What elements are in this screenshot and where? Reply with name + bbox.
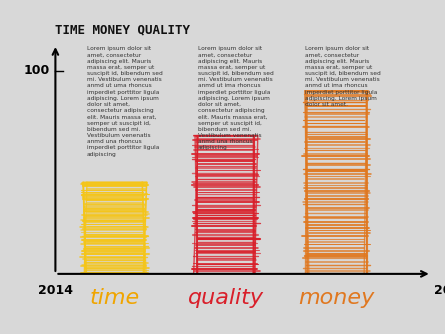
Text: Lorem ipsum dolor sit
amet, consectetur
adipiscing elit. Mauris
massa erat, semp: Lorem ipsum dolor sit amet, consectetur … <box>305 46 380 107</box>
Text: quality: quality <box>188 288 264 308</box>
Text: Lorem ipsum dolor sit
amet, consectetur
adipiscing elit. Mauris
massa erat, semp: Lorem ipsum dolor sit amet, consectetur … <box>87 46 163 157</box>
Text: Lorem ipsum dolor sit
amet, consectetur
adipiscing elit. Mauris
massa erat, semp: Lorem ipsum dolor sit amet, consectetur … <box>198 46 274 150</box>
Text: money: money <box>299 288 375 308</box>
Text: time: time <box>90 288 140 308</box>
Text: 100: 100 <box>23 64 49 77</box>
Text: 2016: 2016 <box>433 284 445 297</box>
Text: 2014: 2014 <box>38 284 73 297</box>
Text: TIME MONEY QUALITY: TIME MONEY QUALITY <box>56 23 190 36</box>
